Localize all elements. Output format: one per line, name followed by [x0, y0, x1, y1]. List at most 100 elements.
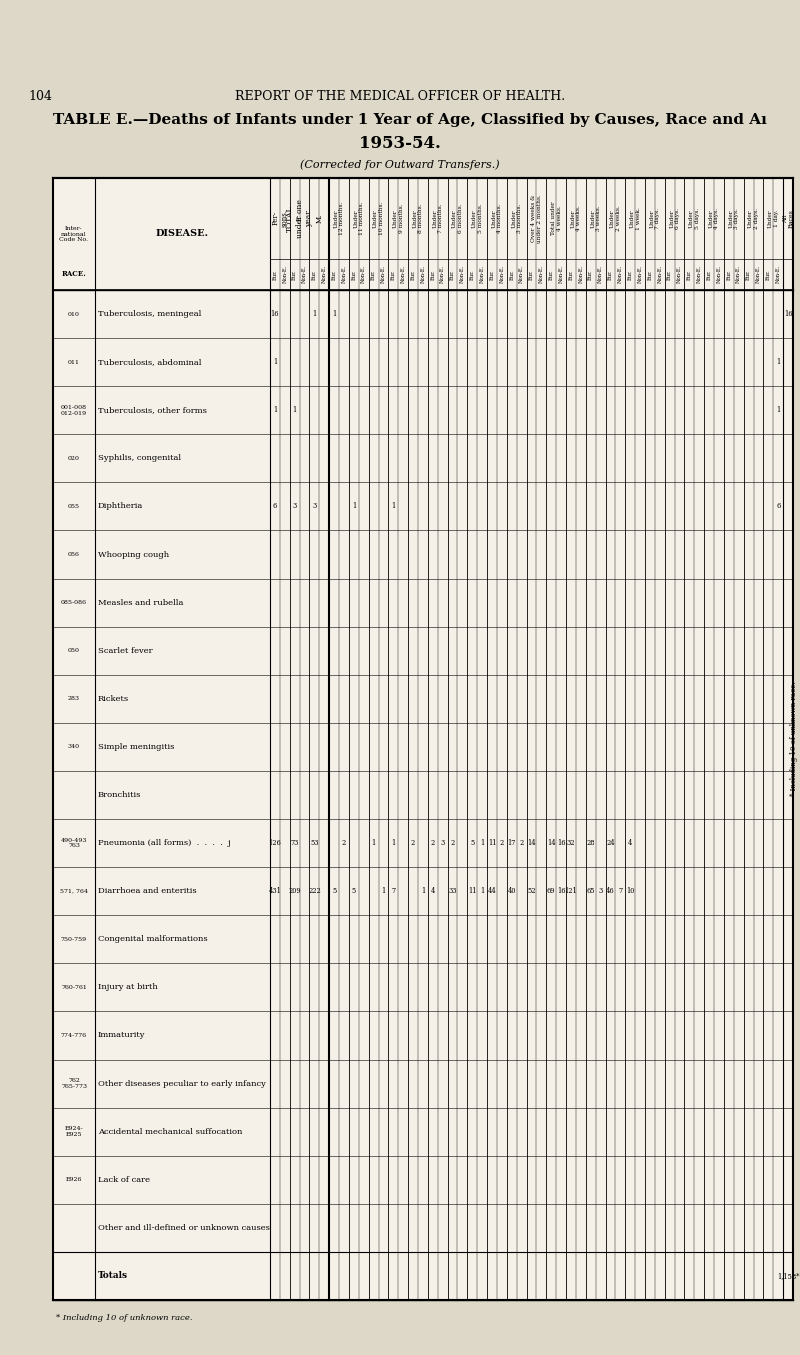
Text: RACE.: RACE.	[62, 270, 86, 278]
Text: 050: 050	[68, 648, 80, 653]
Text: 011: 011	[68, 359, 80, 364]
Text: Eur.: Eur.	[628, 270, 633, 279]
Text: Eur.: Eur.	[450, 270, 455, 279]
Text: 5: 5	[332, 888, 336, 896]
Text: 020: 020	[68, 455, 80, 461]
Text: Eur.: Eur.	[647, 270, 653, 279]
Text: Eur.: Eur.	[746, 270, 751, 279]
Text: Under
2 weeks.: Under 2 weeks.	[610, 206, 621, 232]
Text: 1: 1	[371, 839, 376, 847]
Text: 750-759: 750-759	[61, 936, 87, 942]
Text: F.: F.	[296, 215, 304, 221]
Text: Non-E.: Non-E.	[362, 266, 366, 283]
Text: Non-E.: Non-E.	[519, 266, 524, 283]
Text: Under
3 weeks.: Under 3 weeks.	[590, 206, 601, 232]
Text: Eur.: Eur.	[490, 270, 494, 279]
Text: Total under
4 weeks.: Total under 4 weeks.	[550, 202, 562, 236]
Text: Eur.: Eur.	[292, 270, 297, 279]
Text: 7: 7	[618, 888, 622, 896]
Text: 121: 121	[565, 888, 578, 896]
Text: Congenital malformations: Congenital malformations	[98, 935, 208, 943]
Text: 5: 5	[352, 888, 356, 896]
Text: Eur.: Eur.	[351, 270, 356, 279]
Text: Non-E.: Non-E.	[282, 266, 287, 283]
Text: 1: 1	[776, 406, 780, 415]
Text: 52: 52	[527, 888, 536, 896]
Text: 14: 14	[527, 839, 536, 847]
Text: Non-E.: Non-E.	[342, 266, 346, 283]
Text: Simple meningitis: Simple meningitis	[98, 743, 174, 751]
Text: 1: 1	[332, 310, 336, 318]
Text: Under
12 months.: Under 12 months.	[334, 202, 345, 234]
Text: 3: 3	[312, 503, 317, 511]
Text: 44: 44	[488, 888, 497, 896]
Bar	[53, 178, 793, 1299]
Text: 16: 16	[557, 839, 566, 847]
Text: 1: 1	[273, 358, 277, 366]
Text: Under
3 days.: Under 3 days.	[728, 207, 739, 229]
Text: 69: 69	[547, 888, 555, 896]
Text: Eur.: Eur.	[430, 270, 435, 279]
Text: Under
5 months.: Under 5 months.	[472, 203, 482, 233]
Text: Eur.: Eur.	[470, 270, 474, 279]
Text: 1: 1	[776, 358, 780, 366]
Text: 126: 126	[269, 839, 282, 847]
Text: Tuberculosis, meningeal: Tuberculosis, meningeal	[98, 310, 202, 318]
Text: Under
1 day.: Under 1 day.	[768, 209, 778, 228]
Text: E924-
E925: E924- E925	[65, 1126, 83, 1137]
Text: 33: 33	[448, 888, 457, 896]
Text: Non-E.: Non-E.	[677, 266, 682, 283]
Text: Rickets: Rickets	[98, 695, 129, 703]
Text: Under
6 months.: Under 6 months.	[452, 203, 463, 233]
Text: 760-761: 760-761	[61, 985, 87, 991]
Text: 5: 5	[470, 839, 474, 847]
Text: Bronchitis: Bronchitis	[98, 791, 142, 799]
Text: All
Races: All Races	[782, 209, 794, 228]
Text: 11: 11	[488, 839, 496, 847]
Text: 2: 2	[519, 839, 524, 847]
Text: Injury at birth: Injury at birth	[98, 984, 158, 992]
Text: Under
6 days.: Under 6 days.	[669, 207, 680, 229]
Text: Eur.: Eur.	[410, 270, 415, 279]
Text: 11: 11	[468, 888, 477, 896]
Text: 340: 340	[68, 744, 80, 749]
Text: Eur.: Eur.	[706, 270, 712, 279]
Text: Eur.: Eur.	[608, 270, 613, 279]
Text: 490-493
763: 490-493 763	[61, 837, 87, 848]
Text: Under
3 months.: Under 3 months.	[511, 203, 522, 233]
Text: 283: 283	[68, 696, 80, 702]
Text: 1: 1	[312, 310, 317, 318]
Text: Under
4 days.: Under 4 days.	[709, 207, 719, 229]
Text: 001-008
012-019: 001-008 012-019	[61, 405, 87, 416]
Text: 24: 24	[606, 839, 614, 847]
Text: 1: 1	[273, 406, 277, 415]
Text: Eur.: Eur.	[273, 270, 278, 279]
Text: Per-
sons.: Per- sons.	[271, 209, 289, 228]
Text: Eur.: Eur.	[569, 270, 574, 279]
Text: Measles and rubella: Measles and rubella	[98, 599, 183, 607]
Text: 1: 1	[480, 888, 484, 896]
Text: Non-E.: Non-E.	[480, 266, 485, 283]
Text: Non-E.: Non-E.	[776, 266, 781, 283]
Text: E926: E926	[66, 1177, 82, 1183]
Text: TOTAL
under one
year.: TOTAL under one year.	[286, 199, 313, 237]
Text: Whooping cough: Whooping cough	[98, 550, 169, 558]
Text: 3: 3	[293, 503, 297, 511]
Text: Under
7 days.: Under 7 days.	[650, 207, 660, 229]
Text: Totals: Totals	[98, 1271, 128, 1280]
Text: Non-E.: Non-E.	[697, 266, 702, 283]
Text: 2: 2	[450, 839, 454, 847]
Text: Non-E.: Non-E.	[381, 266, 386, 283]
Text: 1953-54.: 1953-54.	[359, 134, 441, 152]
Text: Non-E.: Non-E.	[302, 266, 307, 283]
Text: TABLE E.—Deaths of Infants under 1 Year of Age, Classified by Causes, Race and A: TABLE E.—Deaths of Infants under 1 Year …	[53, 112, 767, 127]
Text: Eur.: Eur.	[371, 270, 376, 279]
Text: Over 4 weeks &
under 2 months.: Over 4 weeks & under 2 months.	[531, 194, 542, 243]
Text: Eur.: Eur.	[588, 270, 594, 279]
Text: Non-E.: Non-E.	[717, 266, 722, 283]
Text: Under
8 months.: Under 8 months.	[413, 203, 423, 233]
Text: 010: 010	[68, 312, 80, 317]
Text: 65: 65	[586, 888, 595, 896]
Text: Non-E.: Non-E.	[736, 266, 742, 283]
Text: Eur.: Eur.	[726, 270, 731, 279]
